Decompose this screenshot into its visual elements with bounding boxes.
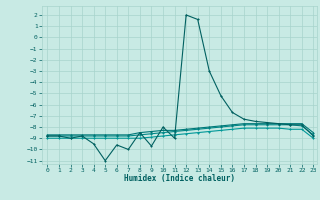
X-axis label: Humidex (Indice chaleur): Humidex (Indice chaleur) — [124, 174, 235, 183]
